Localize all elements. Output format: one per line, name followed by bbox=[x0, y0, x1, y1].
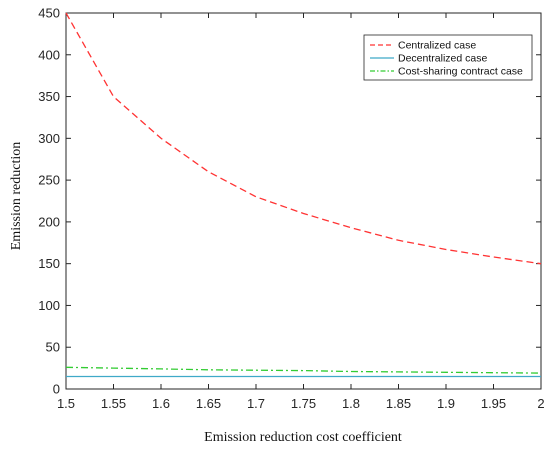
y-tick-label: 150 bbox=[38, 256, 60, 271]
x-tick-label: 1.7 bbox=[247, 396, 265, 411]
legend-label-3: Cost-sharing contract case bbox=[398, 66, 523, 78]
y-tick-label: 100 bbox=[38, 298, 60, 313]
x-tick-label: 1.6 bbox=[152, 396, 170, 411]
x-tick-label: 1.65 bbox=[196, 396, 221, 411]
y-tick-label: 450 bbox=[38, 6, 60, 21]
series-lines bbox=[65, 12, 542, 378]
x-tick-label: 1.5 bbox=[57, 396, 75, 411]
x-tick-label: 1.9 bbox=[437, 396, 455, 411]
x-axis-title: Emission reduction cost coefficient bbox=[204, 430, 402, 445]
y-tick-label: 300 bbox=[38, 131, 60, 146]
legend-label-1: Centralized case bbox=[398, 40, 476, 52]
y-tick-label: 400 bbox=[38, 47, 60, 62]
y-tick-label: 200 bbox=[38, 214, 60, 229]
series-line-3 bbox=[65, 366, 542, 374]
y-tick-label: 350 bbox=[38, 89, 60, 104]
x-tick-label: 1.95 bbox=[481, 396, 506, 411]
y-tick-label: 250 bbox=[38, 173, 60, 188]
y-tick-label: 0 bbox=[53, 382, 60, 397]
y-tick-label: 50 bbox=[46, 340, 60, 355]
legend-label-2: Decentralized case bbox=[398, 53, 487, 65]
x-tick-label: 1.8 bbox=[342, 396, 360, 411]
x-tick-label: 1.55 bbox=[101, 396, 126, 411]
y-axis-title: Emission reduction bbox=[9, 142, 24, 251]
x-tick-label: 1.85 bbox=[386, 396, 411, 411]
axes: 1.5 1.55 1.6 1.65 1.7 1.75 1.8 1.85 1.9 1.95 2 0 50 1… bbox=[38, 6, 544, 412]
x-tick-label: 2 bbox=[537, 396, 544, 411]
x-tick-label: 1.75 bbox=[291, 396, 316, 411]
series-line-1 bbox=[65, 12, 542, 265]
